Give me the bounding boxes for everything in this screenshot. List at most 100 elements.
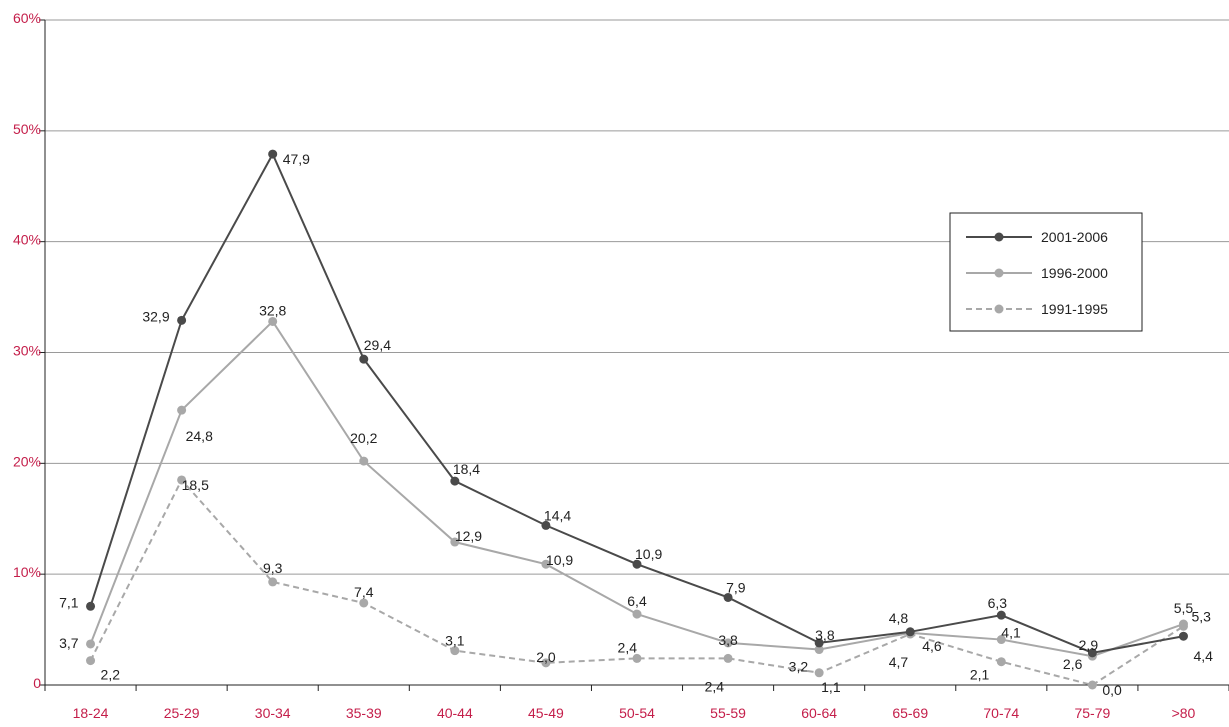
- data-point: [359, 598, 369, 608]
- data-point: [905, 627, 915, 637]
- data-label: 10,9: [546, 552, 573, 568]
- data-label: 2,0: [536, 649, 556, 665]
- data-point: [541, 520, 551, 530]
- y-tick-label: 60%: [13, 10, 41, 26]
- data-label: 3,2: [789, 659, 809, 675]
- data-label: 5,3: [1191, 608, 1211, 624]
- x-tick-label: 60-64: [801, 705, 837, 721]
- data-label: 4,4: [1193, 648, 1213, 664]
- y-tick-label: 10%: [13, 564, 41, 580]
- y-tick-label: 40%: [13, 232, 41, 248]
- data-point: [814, 668, 824, 678]
- data-label: 4,1: [1001, 625, 1021, 641]
- data-label: 18,4: [453, 461, 480, 477]
- data-label: 3,8: [718, 632, 738, 648]
- data-label: 6,3: [988, 595, 1008, 611]
- data-label: 4,8: [889, 610, 909, 626]
- y-tick-label: 30%: [13, 343, 41, 359]
- data-point: [723, 653, 733, 663]
- data-label: 32,8: [259, 302, 286, 318]
- data-point: [177, 405, 187, 415]
- x-tick-label: 35-39: [346, 705, 382, 721]
- data-point: [632, 559, 642, 569]
- data-label: 12,9: [455, 528, 482, 544]
- x-tick-label: 70-74: [983, 705, 1019, 721]
- x-tick-label: 18-24: [73, 705, 109, 721]
- legend-swatch-marker: [994, 232, 1004, 242]
- data-label: 4,7: [889, 654, 909, 670]
- x-tick-label: 25-29: [164, 705, 200, 721]
- data-point: [723, 592, 733, 602]
- data-point: [1178, 619, 1188, 629]
- x-axis-ticks: 18-24 25-29 30-34 35-39 40-44 45-49 50-54 55-59…: [44, 685, 1229, 721]
- data-point: [450, 646, 460, 656]
- data-point: [177, 475, 187, 485]
- x-tick-label: 55-59: [710, 705, 746, 721]
- x-tick-label: >80: [1172, 705, 1196, 721]
- y-axis-ticks: 0 10% 20% 30% 40% 50% 60%: [13, 10, 45, 691]
- data-label: 47,9: [283, 151, 310, 167]
- data-point: [450, 537, 460, 547]
- data-point: [541, 559, 551, 569]
- data-point: [86, 601, 96, 611]
- data-point: [177, 315, 187, 325]
- data-point: [1087, 680, 1097, 690]
- data-label: 9,3: [263, 560, 283, 576]
- data-point: [632, 653, 642, 663]
- data-point: [268, 577, 278, 587]
- data-label: 2,2: [101, 667, 121, 683]
- data-point: [814, 645, 824, 655]
- data-labels: 7,1 32,9 47,9 29,4 18,4 14,4 10,9 7,9 3,8 4,8 6,3 2…: [59, 151, 1213, 698]
- x-tick-label: 65-69: [892, 705, 928, 721]
- data-point: [996, 635, 1006, 645]
- data-point: [1178, 631, 1188, 641]
- data-point: [268, 316, 278, 326]
- legend-label: 1996-2000: [1041, 265, 1108, 281]
- legend-swatch-marker: [994, 268, 1004, 278]
- x-tick-label: 75-79: [1074, 705, 1110, 721]
- data-label: 29,4: [364, 337, 391, 353]
- data-label: 5,5: [1174, 600, 1194, 616]
- data-label: 2,6: [1063, 656, 1083, 672]
- y-tick-label: 0: [33, 675, 41, 691]
- data-point: [541, 658, 551, 668]
- legend-swatch-marker: [994, 304, 1004, 314]
- data-label: 6,4: [627, 593, 647, 609]
- data-point: [359, 456, 369, 466]
- y-tick-label: 20%: [13, 453, 41, 469]
- data-point: [86, 656, 96, 666]
- data-label: 3,8: [815, 627, 835, 643]
- data-point: [450, 476, 460, 486]
- data-label: 7,1: [59, 594, 79, 610]
- data-label: 2,1: [970, 667, 990, 683]
- data-label: 0,0: [1102, 682, 1122, 698]
- data-label: 24,8: [186, 428, 213, 444]
- data-label: 10,9: [635, 546, 662, 562]
- data-label: 3,7: [59, 635, 79, 651]
- legend-label: 2001-2006: [1041, 229, 1108, 245]
- data-label: 20,2: [350, 430, 377, 446]
- data-label: 18,5: [182, 477, 209, 493]
- x-tick-label: 45-49: [528, 705, 564, 721]
- data-label: 2,4: [618, 639, 638, 655]
- data-label: 2,4: [705, 678, 725, 694]
- data-point: [723, 638, 733, 648]
- x-tick-label: 30-34: [255, 705, 291, 721]
- x-tick-label: 40-44: [437, 705, 473, 721]
- y-tick-label: 50%: [13, 121, 41, 137]
- data-point: [359, 354, 369, 364]
- legend-label: 1991-1995: [1041, 301, 1108, 317]
- data-point: [814, 638, 824, 648]
- data-point: [996, 657, 1006, 667]
- data-label: 32,9: [142, 308, 169, 324]
- x-tick-label: 50-54: [619, 705, 655, 721]
- data-label: 2,9: [1079, 637, 1099, 653]
- data-label: 4,6: [922, 638, 942, 654]
- data-point: [86, 639, 96, 649]
- data-label: 1,1: [821, 679, 841, 695]
- grid-lines: [45, 19, 1229, 575]
- data-label: 14,4: [544, 507, 571, 523]
- data-point: [1087, 648, 1097, 658]
- data-label: 7,4: [354, 584, 374, 600]
